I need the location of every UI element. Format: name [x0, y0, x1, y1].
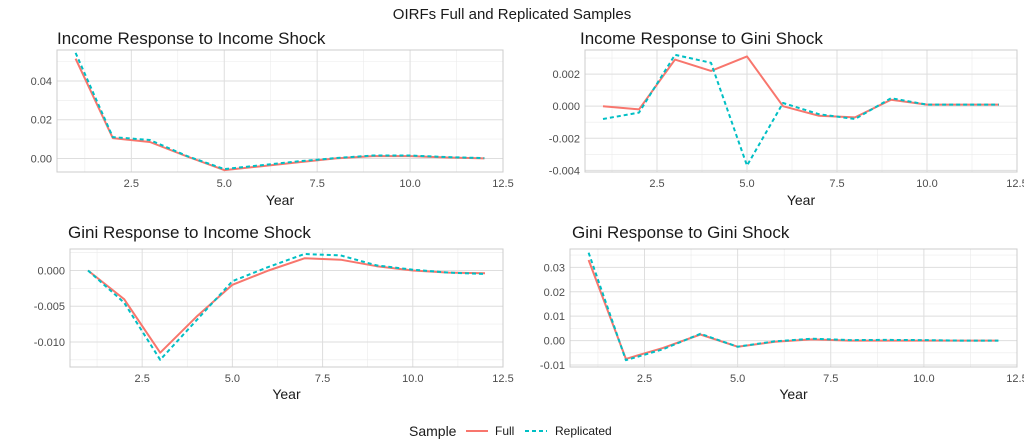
series-line-replicated: [87, 253, 486, 361]
panel-gini-gini: Gini Response to Gini Shock 2.5 5.0 7.5 10.0…: [540, 223, 1024, 402]
legend-label-full: Full: [495, 424, 514, 438]
y-tick-label: -0.01: [540, 360, 565, 372]
panel-income-income: Income Response to Income Shock 2.5 5.0 7.5…: [31, 29, 514, 208]
panel-border: [69, 248, 504, 368]
panel-border: [56, 49, 504, 173]
x-tick-label: 7.5: [315, 373, 330, 385]
legend: Sample Full Replicated: [409, 423, 612, 439]
x-tick-label: 10.0: [916, 178, 937, 190]
panel-border: [584, 49, 1018, 173]
y-tick-label: -0.004: [549, 165, 580, 177]
x-tick-label: 5.0: [225, 373, 240, 385]
x-tick-label: 5.0: [730, 373, 745, 385]
x-tick-label: 7.5: [823, 373, 838, 385]
x-axis-title: Year: [272, 386, 301, 402]
y-tick-label: 0.00: [31, 153, 52, 165]
x-tick-label: 12.5: [1006, 178, 1024, 190]
panel-title: Income Response to Income Shock: [57, 29, 326, 48]
series-line-replicated: [587, 252, 999, 362]
x-tick-label: 5.0: [217, 178, 232, 190]
panels: Income Response to Income Shock 2.5 5.0 7.5…: [31, 29, 1024, 402]
panel-border: [569, 248, 1018, 368]
y-tick-label: 0.002: [552, 69, 580, 81]
x-tick-label: 2.5: [637, 373, 652, 385]
x-axis-title: Year: [787, 192, 816, 208]
x-tick-label: 10.0: [913, 373, 934, 385]
series-line-replicated: [74, 52, 485, 171]
y-tick-label: 0.03: [544, 262, 565, 274]
y-tick-label: 0.000: [37, 265, 65, 277]
legend-title: Sample: [409, 423, 457, 439]
x-tick-label: 7.5: [310, 178, 325, 190]
y-tick-label: 0.01: [544, 311, 565, 323]
y-tick-label: 0.02: [31, 115, 52, 127]
x-tick-label: 10.0: [399, 178, 420, 190]
x-axis-title: Year: [266, 192, 295, 208]
panel-title: Income Response to Gini Shock: [580, 29, 823, 48]
panel-title: Gini Response to Gini Shock: [572, 223, 790, 242]
x-tick-label: 2.5: [649, 178, 664, 190]
panel-income-gini: Income Response to Gini Shock 2.5 5.0 7.5 10…: [549, 29, 1024, 208]
panel-gini-income: Gini Response to Income Shock 2.5 5.0 7.5 10…: [34, 223, 514, 402]
y-tick-label: -0.002: [549, 133, 580, 145]
x-tick-label: 2.5: [124, 178, 139, 190]
x-tick-label: 12.5: [492, 373, 513, 385]
panel-title: Gini Response to Income Shock: [68, 223, 311, 242]
y-tick-label: 0.02: [544, 287, 565, 299]
x-tick-label: 12.5: [492, 178, 513, 190]
figure-title: OIRFs Full and Replicated Samples: [393, 6, 631, 23]
y-tick-label: 0.04: [31, 76, 52, 88]
series-line-replicated: [602, 53, 999, 167]
x-tick-label: 10.0: [402, 373, 423, 385]
x-tick-label: 12.5: [1006, 373, 1024, 385]
series-line-full: [602, 55, 999, 119]
x-tick-label: 7.5: [829, 178, 844, 190]
x-tick-label: 5.0: [739, 178, 754, 190]
legend-label-replicated: Replicated: [555, 424, 612, 438]
y-tick-label: 0.000: [552, 101, 580, 113]
y-tick-label: -0.005: [34, 301, 65, 313]
y-tick-label: 0.00: [544, 336, 565, 348]
y-tick-label: -0.010: [34, 337, 65, 349]
x-axis-title: Year: [779, 386, 808, 402]
x-tick-label: 2.5: [135, 373, 150, 385]
